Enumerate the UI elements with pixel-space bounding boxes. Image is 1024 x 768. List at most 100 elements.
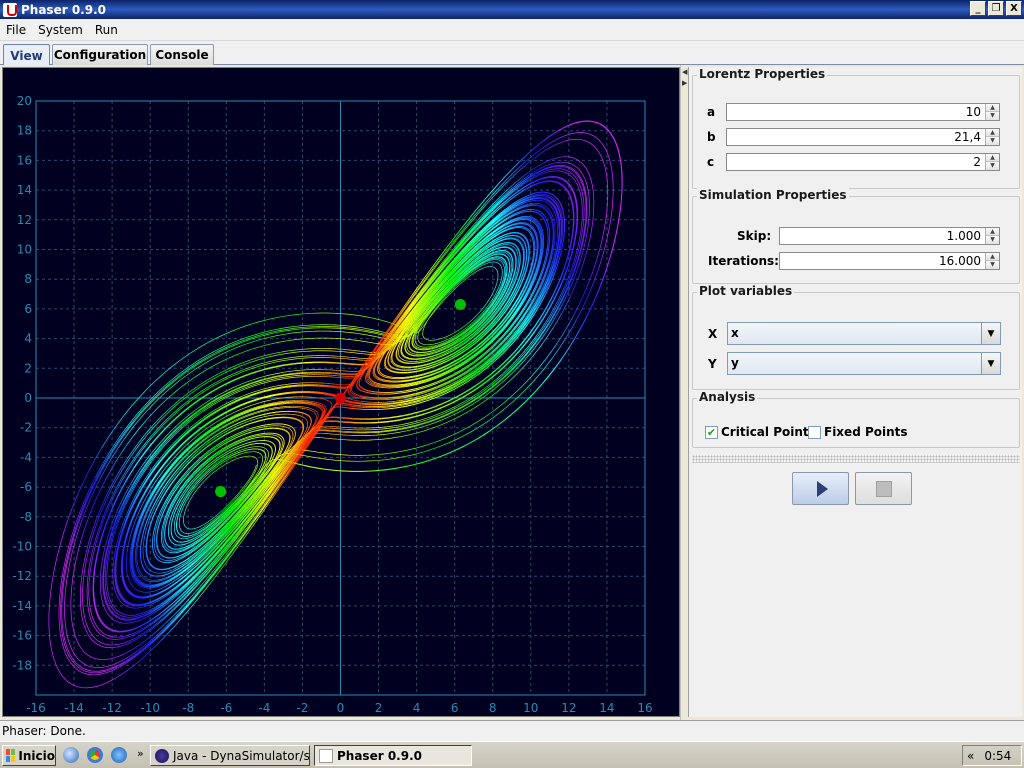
trajectory-segment bbox=[256, 335, 264, 338]
trajectory-segment bbox=[401, 360, 403, 363]
y-tick-label: 10 bbox=[17, 243, 32, 257]
close-button[interactable]: X bbox=[1006, 1, 1022, 16]
trajectory-segment bbox=[228, 502, 231, 505]
x-tick-label: 0 bbox=[337, 701, 345, 715]
trajectory-segment bbox=[446, 355, 450, 358]
trajectory-segment bbox=[414, 336, 417, 344]
trajectory-segment bbox=[306, 414, 308, 416]
trajectory-segment bbox=[502, 296, 506, 300]
trajectory-segment bbox=[493, 297, 496, 300]
trajectory-segment bbox=[499, 311, 502, 315]
tab-view[interactable]: View bbox=[3, 44, 50, 66]
trajectory-segment bbox=[179, 503, 182, 506]
trajectory-segment bbox=[188, 495, 190, 498]
trajectory-segment bbox=[231, 501, 234, 504]
trajectory-segment bbox=[196, 479, 199, 482]
menu-system[interactable]: System bbox=[32, 23, 89, 37]
trajectory-segment bbox=[444, 345, 447, 348]
trajectory-segment bbox=[208, 472, 210, 475]
trajectory-segment bbox=[337, 331, 345, 333]
trajectory-segment bbox=[203, 523, 206, 525]
trajectory-segment bbox=[421, 321, 423, 324]
trajectory-segment bbox=[217, 461, 220, 463]
trajectory-segment bbox=[456, 344, 459, 347]
trajectory-segment bbox=[200, 527, 203, 530]
maximize-button[interactable]: ❐ bbox=[988, 1, 1004, 16]
trajectory-segment bbox=[226, 462, 229, 464]
trajectory-segment bbox=[126, 417, 134, 428]
trajectory-segment bbox=[201, 353, 210, 359]
trajectory-segment bbox=[198, 529, 201, 531]
trajectory-segment bbox=[451, 353, 454, 356]
trajectory-segment bbox=[231, 506, 234, 509]
trajectory-segment bbox=[513, 289, 516, 293]
trajectory-segment bbox=[505, 255, 508, 258]
trajectory-segment bbox=[254, 475, 257, 478]
trajectory-segment bbox=[204, 471, 207, 474]
trajectory-segment bbox=[224, 506, 227, 509]
trajectory-segment bbox=[208, 475, 210, 478]
trajectory-segment bbox=[396, 357, 399, 360]
trajectory-segment bbox=[225, 508, 227, 510]
trajectory-segment bbox=[201, 530, 204, 532]
trajectory-segment bbox=[184, 501, 187, 504]
trajectory-segment bbox=[486, 326, 489, 330]
trajectory-segment bbox=[147, 572, 150, 574]
trajectory-segment bbox=[68, 534, 73, 546]
trajectory-segment bbox=[113, 664, 119, 668]
trajectory-segment bbox=[504, 303, 508, 307]
trajectory-segment bbox=[223, 349, 231, 354]
trajectory-segment bbox=[500, 260, 503, 263]
trajectory-segment bbox=[479, 264, 482, 266]
trajectory-segment bbox=[426, 364, 429, 366]
phase-plot[interactable]: -16 -14 -12 -10 -8 -6 -4 -2 0 2 4 6 8 10 12 14 16 20 18 16 1… bbox=[2, 67, 680, 717]
window-title: Phaser 0.9.0 bbox=[21, 3, 106, 17]
trajectory-segment bbox=[392, 363, 395, 366]
trajectory-segment bbox=[238, 499, 240, 502]
trajectory-segment bbox=[194, 591, 200, 598]
menu-run[interactable]: Run bbox=[89, 23, 124, 37]
tab-configuration[interactable]: Configuration bbox=[52, 44, 148, 65]
trajectory-segment bbox=[266, 449, 269, 452]
phase-plot-canvas: -16 -14 -12 -10 -8 -6 -4 -2 0 2 4 6 8 10 12 14 162018161… bbox=[12, 94, 652, 715]
tab-console[interactable]: Console bbox=[150, 44, 214, 65]
trajectory-segment bbox=[256, 476, 259, 479]
menu-file[interactable]: File bbox=[0, 23, 32, 37]
trajectory-segment bbox=[258, 474, 260, 477]
trajectory-segment bbox=[226, 506, 228, 509]
trajectory-segment bbox=[257, 452, 260, 454]
trajectory-segment bbox=[481, 330, 485, 334]
trajectory-segment bbox=[210, 469, 213, 472]
trajectory-segment bbox=[481, 262, 484, 265]
trajectory-segment bbox=[251, 476, 253, 479]
trajectory-segment bbox=[489, 303, 492, 307]
trajectory-segment bbox=[229, 344, 237, 348]
trajectory-segment bbox=[509, 247, 512, 249]
trajectory-segment bbox=[269, 332, 276, 335]
trajectory-segment bbox=[441, 352, 444, 354]
y-tick-label: -4 bbox=[20, 450, 32, 464]
trajectory-segment bbox=[543, 214, 546, 217]
trajectory-segment bbox=[211, 520, 213, 522]
trajectory-segment bbox=[243, 339, 251, 343]
trajectory-segment bbox=[260, 464, 263, 467]
trajectory-segment bbox=[474, 321, 477, 324]
trajectory-segment bbox=[404, 357, 407, 359]
trajectory-segment bbox=[228, 454, 231, 456]
x-tick-label: 16 bbox=[637, 701, 652, 715]
trajectory-segment bbox=[253, 472, 256, 475]
trajectory-segment bbox=[240, 449, 242, 451]
trajectory-segment bbox=[173, 527, 177, 536]
trajectory-segment bbox=[512, 249, 514, 252]
trajectory-segment bbox=[446, 344, 448, 347]
trajectory-segment bbox=[494, 316, 498, 320]
trajectory-segment bbox=[500, 301, 503, 305]
trajectory-segment bbox=[504, 259, 508, 270]
trajectory-segment bbox=[358, 326, 365, 329]
trajectory-segment bbox=[238, 494, 240, 496]
minimize-button[interactable]: _ bbox=[970, 1, 986, 16]
trajectory-segment bbox=[440, 297, 442, 299]
trajectory-segment bbox=[202, 360, 210, 366]
trajectory-segment bbox=[121, 662, 127, 667]
trajectory-segment bbox=[70, 535, 75, 547]
